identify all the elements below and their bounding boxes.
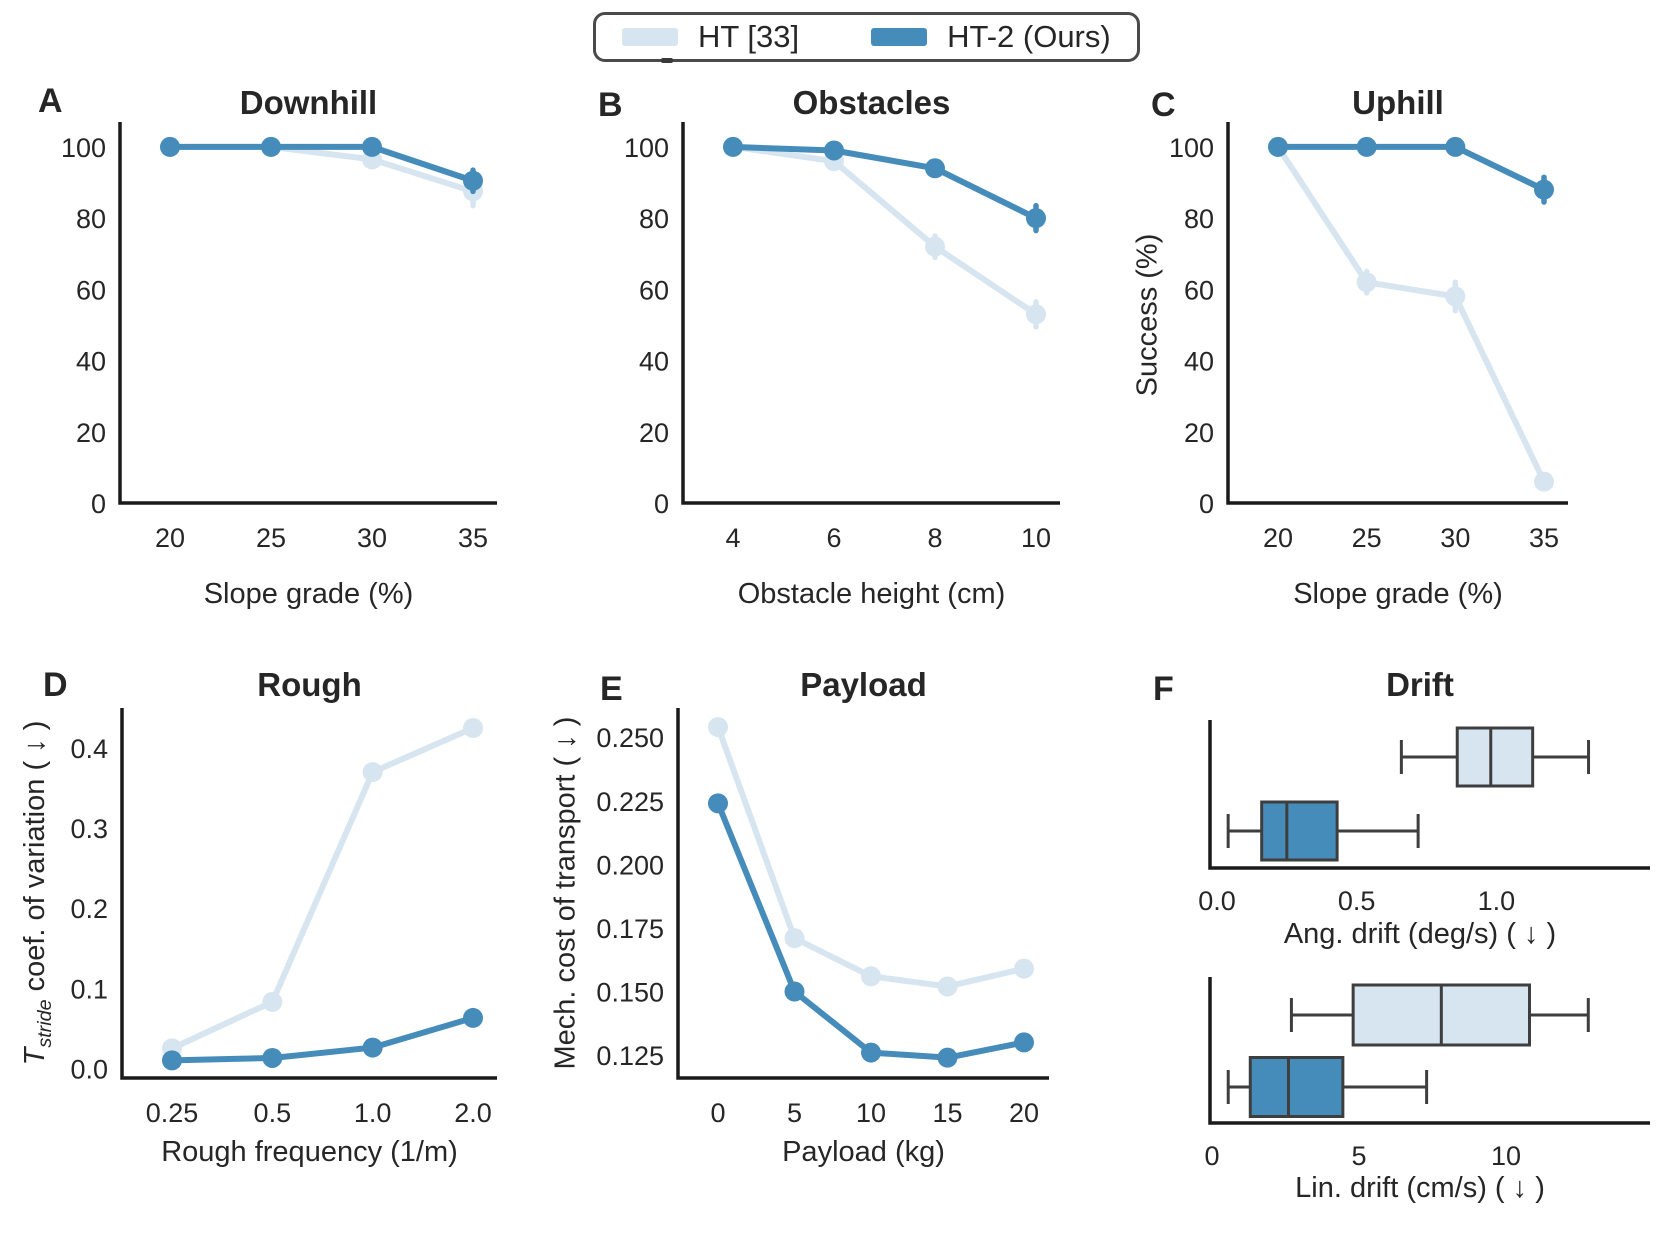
chart-svg: 0.0 0.1 0.2 0.3 0.4 0.25 0.5 1.0 2.0 xyxy=(70,708,497,1128)
stray-mark xyxy=(661,58,673,63)
svg-text:10: 10 xyxy=(1021,523,1051,553)
panel-c-chart: 0 20 40 60 80 100 20 25 30 35 xyxy=(1128,107,1598,567)
svg-text:25: 25 xyxy=(1352,523,1382,553)
svg-text:0.0: 0.0 xyxy=(1198,886,1236,916)
chart-svg: 0 20 40 60 80 100 20 25 30 35 xyxy=(1169,122,1568,553)
svg-text:40: 40 xyxy=(1184,347,1214,377)
svg-text:60: 60 xyxy=(639,275,669,305)
svg-text:20: 20 xyxy=(1184,418,1214,448)
svg-text:100: 100 xyxy=(61,133,106,163)
xlabel-downhill: Slope grade (%) xyxy=(203,578,414,610)
legend: HT [33] HT-2 (Ours) xyxy=(593,12,1140,62)
legend-swatch-ht xyxy=(622,28,678,46)
svg-text:0.225: 0.225 xyxy=(596,787,664,817)
xlabel-payload: Payload (kg) xyxy=(782,1136,945,1168)
svg-text:60: 60 xyxy=(1184,275,1214,305)
legend-label-ht2: HT-2 (Ours) xyxy=(947,19,1111,54)
chart-svg: 0 20 40 60 80 100 4 6 8 10 xyxy=(624,122,1060,553)
svg-text:20: 20 xyxy=(1009,1098,1039,1128)
xlabel-uphill: Slope grade (%) xyxy=(1293,578,1503,610)
svg-text:60: 60 xyxy=(76,275,106,305)
svg-text:30: 30 xyxy=(357,523,387,553)
svg-text:0.5: 0.5 xyxy=(1338,886,1376,916)
panel-letter-d: D xyxy=(43,666,68,704)
panel-f-ang-drift-chart: 0.0 0.5 1.0 xyxy=(1195,705,1661,928)
svg-text:8: 8 xyxy=(927,523,942,553)
svg-text:0.175: 0.175 xyxy=(596,914,664,944)
panel-title-downhill: Downhill xyxy=(239,84,378,121)
svg-text:30: 30 xyxy=(1440,523,1470,553)
svg-text:0: 0 xyxy=(1205,1141,1220,1171)
svg-text:0: 0 xyxy=(654,489,669,519)
svg-text:0.150: 0.150 xyxy=(596,978,664,1008)
svg-text:5: 5 xyxy=(787,1098,802,1128)
svg-text:1.0: 1.0 xyxy=(1478,886,1516,916)
xlabel-rough: Rough frequency (1/m) xyxy=(161,1136,458,1168)
xlabel-ang-drift: Ang. drift (deg/s) ( ↓ ) xyxy=(1283,918,1557,950)
panel-title-drift: Drift xyxy=(1386,666,1454,703)
chart-svg: 0.0 0.5 1.0 xyxy=(1198,720,1650,916)
svg-text:5: 5 xyxy=(1352,1141,1367,1171)
legend-item-ht2: HT-2 (Ours) xyxy=(871,19,1111,55)
svg-text:35: 35 xyxy=(458,523,488,553)
panel-title-payload: Payload xyxy=(800,666,927,703)
svg-text:10: 10 xyxy=(856,1098,886,1128)
panel-letter-b: B xyxy=(598,86,623,124)
panel-d-chart: 0.0 0.1 0.2 0.3 0.4 0.25 0.5 1.0 2.0 xyxy=(22,693,527,1142)
svg-text:0.5: 0.5 xyxy=(254,1098,292,1128)
svg-text:15: 15 xyxy=(932,1098,962,1128)
svg-text:1.0: 1.0 xyxy=(354,1098,392,1128)
panel-title-rough: Rough xyxy=(257,666,362,703)
panel-b-chart: 0 20 40 60 80 100 4 6 8 10 xyxy=(583,107,1090,567)
svg-text:0: 0 xyxy=(710,1098,725,1128)
xlabel-lin-drift: Lin. drift (cm/s) ( ↓ ) xyxy=(1295,1172,1545,1204)
xlabel-obstacles: Obstacle height (cm) xyxy=(737,578,1006,610)
svg-text:80: 80 xyxy=(639,204,669,234)
svg-text:80: 80 xyxy=(76,204,106,234)
svg-text:20: 20 xyxy=(1263,523,1293,553)
svg-text:0.4: 0.4 xyxy=(70,734,108,764)
svg-text:0.250: 0.250 xyxy=(596,723,664,753)
legend-label-ht: HT [33] xyxy=(698,19,800,54)
svg-text:0.2: 0.2 xyxy=(70,894,108,924)
svg-text:4: 4 xyxy=(725,523,740,553)
svg-text:100: 100 xyxy=(1169,133,1214,163)
svg-text:0.200: 0.200 xyxy=(596,850,664,880)
svg-text:2.0: 2.0 xyxy=(454,1098,492,1128)
chart-svg: 0.125 0.150 0.175 0.200 0.225 0.250 0 5 10 15 20 xyxy=(596,708,1049,1128)
svg-text:6: 6 xyxy=(826,523,841,553)
svg-text:20: 20 xyxy=(639,418,669,448)
legend-item-ht: HT [33] xyxy=(622,19,799,55)
svg-text:20: 20 xyxy=(155,523,185,553)
svg-text:0.3: 0.3 xyxy=(70,814,108,844)
svg-text:10: 10 xyxy=(1491,1141,1521,1171)
panel-letter-c: C xyxy=(1151,86,1176,124)
chart-svg: 0 20 40 60 80 100 20 25 30 35 xyxy=(61,122,497,553)
svg-text:0.125: 0.125 xyxy=(596,1041,664,1071)
panel-title-obstacles: Obstacles xyxy=(792,84,951,121)
chart-svg: 0 5 10 xyxy=(1205,977,1650,1171)
svg-text:0.1: 0.1 xyxy=(70,974,108,1004)
panel-f-lin-drift-chart: 0 5 10 xyxy=(1195,962,1661,1183)
svg-text:35: 35 xyxy=(1529,523,1559,553)
svg-text:0: 0 xyxy=(91,489,106,519)
panel-letter-a: A xyxy=(38,82,63,120)
svg-text:0.25: 0.25 xyxy=(146,1098,199,1128)
svg-text:40: 40 xyxy=(76,347,106,377)
svg-text:20: 20 xyxy=(76,418,106,448)
svg-text:80: 80 xyxy=(1184,204,1214,234)
legend-swatch-ht2 xyxy=(871,28,928,46)
panel-title-uphill: Uphill xyxy=(1352,84,1444,121)
panel-letter-e: E xyxy=(600,670,623,708)
svg-text:25: 25 xyxy=(256,523,286,553)
svg-text:0.0: 0.0 xyxy=(70,1054,108,1084)
panel-a-chart: 0 20 40 60 80 100 20 25 30 35 xyxy=(20,107,527,567)
panel-letter-f: F xyxy=(1153,670,1174,708)
panel-e-chart: 0.125 0.150 0.175 0.200 0.225 0.250 0 5 10 15 20 xyxy=(568,693,1079,1142)
svg-text:0: 0 xyxy=(1199,489,1214,519)
svg-text:40: 40 xyxy=(639,347,669,377)
svg-text:100: 100 xyxy=(624,133,669,163)
